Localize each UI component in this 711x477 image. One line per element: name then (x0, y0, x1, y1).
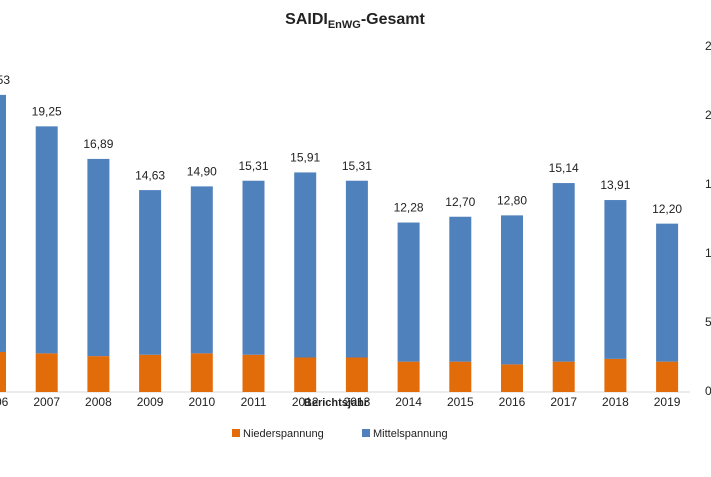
total-label: 13,91 (600, 178, 630, 192)
bar-segment (552, 183, 575, 362)
y-tick-label: 15 (705, 177, 711, 191)
bar-segment (190, 186, 213, 354)
x-tick-label: 2019 (654, 395, 681, 409)
bar-segment (397, 361, 420, 392)
total-label: 15,31 (342, 159, 372, 173)
bar-segment (552, 361, 575, 392)
total-label: 19,25 (32, 105, 62, 119)
x-tick-label: 2011 (241, 395, 267, 409)
bar-segment (449, 361, 472, 392)
bar-segment (656, 223, 679, 362)
x-tick-label: 2017 (550, 395, 577, 409)
bar-segment (345, 357, 368, 392)
bar-segment (87, 356, 110, 392)
total-label: 15,91 (290, 151, 320, 165)
title-sub: EnWG (328, 19, 361, 31)
y-tick-label: 25 (705, 39, 711, 53)
bar-segment (397, 222, 420, 362)
total-label: 21,53 (0, 73, 10, 87)
x-tick-label: 2013 (344, 395, 371, 409)
y-tick-label: 5 (705, 315, 711, 329)
total-label: 15,14 (549, 161, 579, 175)
bar-segment (139, 354, 162, 392)
y-tick-label: 20 (705, 108, 711, 122)
x-axis-title: Berichtsjahr (304, 397, 369, 409)
x-tick-label: 2008 (85, 395, 112, 409)
x-tick-label: 2016 (499, 395, 526, 409)
legend-swatch (232, 429, 240, 437)
legend-label: Niederspannung (243, 428, 324, 440)
bar-segment (190, 353, 213, 392)
title-rest: -Gesamt (361, 11, 426, 28)
total-label: 14,90 (187, 165, 217, 179)
legend-label: Mittelspannung (373, 428, 448, 440)
chart-title: SAIDIEnWG-Gesamt (285, 11, 425, 31)
bar-segment (242, 180, 265, 355)
bar-segment (604, 358, 627, 392)
x-tick-label: 2012 (292, 395, 319, 409)
bar-segment (139, 190, 162, 355)
y-tick-label: 0 (705, 384, 711, 398)
bar-segment (501, 215, 523, 365)
bar-segment (0, 351, 6, 392)
x-tick-label: 2015 (447, 395, 474, 409)
bar-segment (604, 200, 627, 359)
bar-segment (501, 364, 523, 392)
total-label: 12,20 (652, 202, 682, 216)
bar-segment (0, 94, 6, 352)
bar-segment (345, 180, 368, 358)
bar-segment (242, 354, 265, 392)
bar-segment (294, 172, 317, 358)
y-tick-label: 10 (705, 246, 711, 260)
total-label: 12,70 (445, 195, 475, 209)
bar-segment (35, 353, 58, 392)
x-tick-label: 2009 (137, 395, 164, 409)
x-tick-label: 2006 (0, 395, 9, 409)
bar-segment (449, 216, 472, 362)
x-tick-label: 2010 (188, 395, 215, 409)
bar-segment (294, 357, 317, 392)
bar-segment (656, 361, 679, 392)
x-tick-label: 2018 (602, 395, 629, 409)
x-tick-label: 2007 (33, 395, 60, 409)
total-label: 16,89 (83, 137, 113, 151)
total-label: 15,31 (238, 159, 268, 173)
bar-segment (35, 126, 58, 354)
legend-swatch (362, 429, 370, 437)
total-label: 12,28 (394, 201, 424, 215)
total-label: 14,63 (135, 168, 165, 182)
title-main: SAIDI (285, 11, 328, 28)
total-label: 12,80 (497, 194, 527, 208)
x-tick-label: 2014 (395, 395, 422, 409)
bar-segment (87, 158, 110, 357)
